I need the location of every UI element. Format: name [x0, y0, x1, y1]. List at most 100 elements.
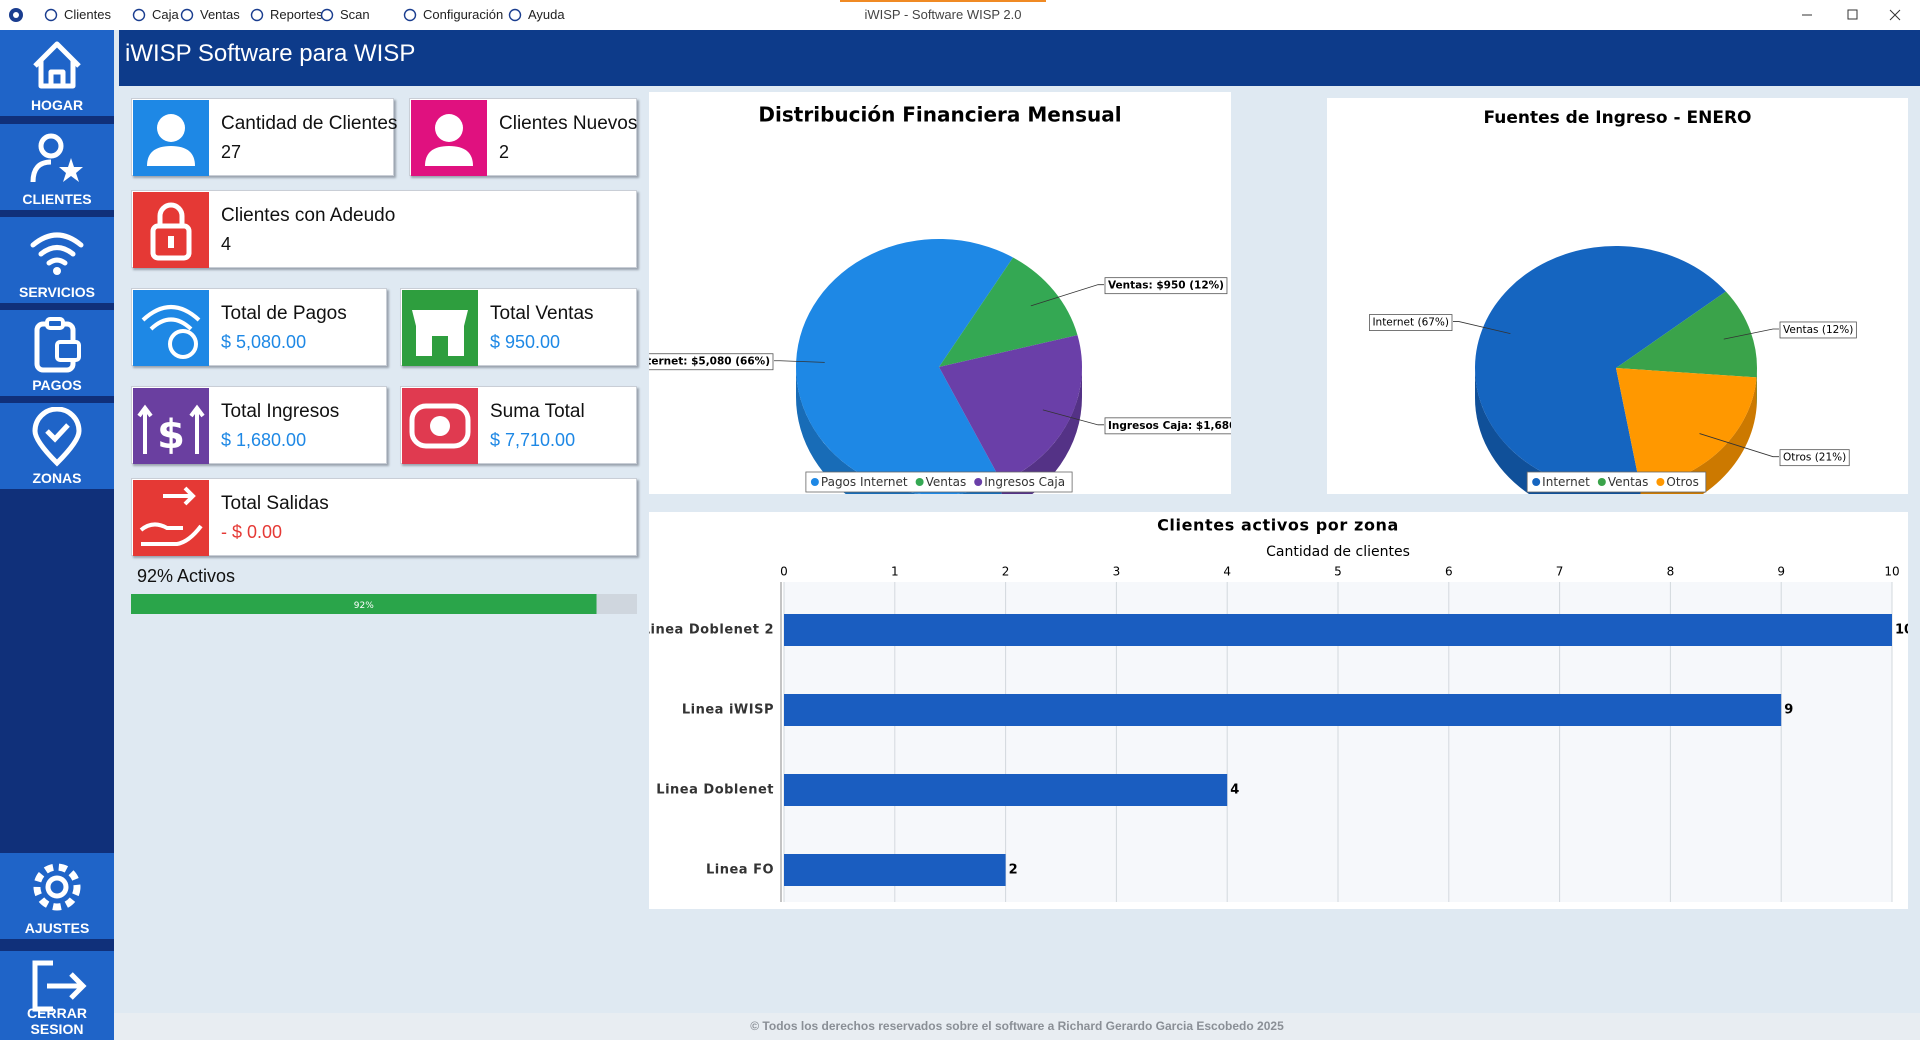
- stat-card: Total de Pagos $ 5,080.00: [131, 288, 387, 366]
- x-tick-label: 1: [891, 565, 899, 579]
- menu-text[interactable]: Reportes: [270, 7, 323, 22]
- sidebar-label[interactable]: HOGAR: [30, 97, 84, 113]
- sidebar-label[interactable]: AJUSTES: [24, 920, 90, 936]
- stat-card: Clientes Nuevos 2: [409, 98, 637, 176]
- svg-text:$: $: [157, 412, 185, 458]
- legend-swatch: [1597, 478, 1606, 486]
- menu-text[interactable]: Caja: [152, 7, 179, 22]
- chart-panel: Fuentes de Ingreso - ENERO Internet (67%)…: [1327, 98, 1908, 520]
- chart-title: Distribución Financiera Mensual: [758, 103, 1121, 127]
- data-label: Pagos Internet: $5,080 (66%): [649, 356, 770, 368]
- bar: [784, 854, 1006, 886]
- legend-label: Internet: [1542, 475, 1590, 489]
- axis-label: Cantidad de clientes: [1266, 544, 1410, 560]
- pie-slice: [939, 257, 1078, 367]
- menu-item[interactable]: Scan: [320, 7, 370, 22]
- legend-box: [805, 471, 1073, 493]
- data-label: Ventas (12%): [1783, 324, 1853, 336]
- data-label: 2: [1009, 863, 1018, 878]
- card-value: $ 1,680.00: [221, 430, 307, 450]
- x-tick-label: 5: [1334, 565, 1342, 579]
- legend-swatch: [810, 478, 819, 486]
- x-tick-label: 6: [1445, 565, 1453, 579]
- menu-bar: iWISP - Software WISP 2.0 Clientes Caja Ve…: [0, 0, 1920, 30]
- menu-text[interactable]: Ayuda: [528, 7, 565, 22]
- menu-icon: [508, 8, 522, 22]
- menu-item[interactable]: Reportes: [250, 7, 323, 22]
- window-controls[interactable]: [1790, 6, 1910, 24]
- sidebar-icon: [33, 863, 81, 911]
- pie-slice: [939, 335, 1082, 483]
- card-icon: [133, 100, 209, 176]
- card-title: Suma Total: [490, 401, 585, 422]
- menu-text[interactable]: Clientes: [64, 7, 111, 22]
- legend-swatch: [974, 478, 983, 486]
- chart-title: Clientes activos por zona: [1157, 516, 1399, 535]
- sidebar-item[interactable]: AJUSTES: [0, 853, 114, 939]
- sidebar-item[interactable]: CERRAR SESION: [0, 951, 114, 1040]
- chart-title: Fuentes de Ingreso - ENERO: [1483, 108, 1751, 128]
- legend: Pagos Internet Ventas Ingresos Caja: [805, 471, 1073, 493]
- pie-slice: [1616, 291, 1757, 378]
- footer: © Todos los derechos reservados sobre el…: [114, 1013, 1920, 1040]
- menu-icon: [180, 8, 194, 22]
- menu-text[interactable]: Ventas: [200, 7, 240, 22]
- card-title: Total de Pagos: [221, 303, 347, 324]
- x-tick-label: 7: [1556, 565, 1564, 579]
- progress-bar: 92%: [131, 594, 637, 614]
- bar: [784, 774, 1228, 806]
- sidebar-item[interactable]: ZONAS: [0, 403, 114, 489]
- legend-label: Ingresos Caja: [984, 475, 1065, 489]
- menu-text[interactable]: Configuración: [423, 7, 504, 22]
- sidebar-icon: [30, 133, 83, 183]
- legend-box: [1526, 471, 1707, 493]
- y-tick-label: Linea Doblenet 2: [649, 623, 774, 638]
- label-leader: [774, 360, 825, 363]
- sidebar-label[interactable]: PAGOS: [32, 377, 82, 393]
- window-title: iWISP - Software WISP 2.0: [864, 7, 1022, 22]
- menu-icon: [403, 8, 417, 22]
- legend: Internet Ventas Otros: [1526, 471, 1707, 493]
- sidebar: HOGAR CLIENTES SERVICIOS PAGOS ZONAS AJUSTES C…: [0, 30, 114, 1040]
- label-leader: [1699, 433, 1779, 458]
- sidebar-label[interactable]: ZONAS: [32, 470, 82, 486]
- card-icon: $: [133, 388, 209, 464]
- card-title: Total Ventas: [490, 303, 594, 324]
- sidebar-label[interactable]: CLIENTES: [22, 191, 92, 207]
- card-value: 27: [221, 142, 242, 162]
- card-value: 2: [499, 142, 510, 162]
- sidebar-label[interactable]: CERRAR SESION: [27, 1005, 87, 1037]
- y-tick-label: Linea Doblenet: [656, 783, 774, 798]
- sidebar-label[interactable]: SERVICIOS: [19, 284, 95, 300]
- menu-item[interactable]: Ayuda: [508, 7, 565, 22]
- legend-swatch: [1656, 478, 1665, 486]
- menu-item[interactable]: Caja: [132, 7, 179, 22]
- stat-card: Clientes con Adeudo 4: [131, 190, 637, 268]
- pie-slice: [1475, 245, 1726, 490]
- stat-card: Total Ventas $ 950.00: [400, 288, 637, 366]
- pie-chart: Distribución Financiera Mensual Pagos Int…: [592, 103, 1279, 525]
- legend-label: Ventas: [926, 475, 967, 489]
- menu-icon: [250, 8, 264, 22]
- data-label: Ventas: $950 (12%): [1108, 280, 1224, 292]
- card-value: 4: [221, 234, 232, 254]
- sidebar-item[interactable]: PAGOS: [0, 310, 114, 396]
- sidebar-icon: [30, 232, 84, 275]
- menu-item[interactable]: Ventas: [180, 7, 240, 22]
- pie-slice: [796, 239, 1014, 495]
- card-icon: [402, 290, 478, 366]
- card-value: $ 950.00: [490, 332, 561, 352]
- title-accent: [840, 0, 1046, 2]
- menu-item[interactable]: Clientes: [44, 7, 111, 22]
- stat-card: Total Salidas - $ 0.00: [131, 478, 637, 556]
- x-tick-label: 10: [1884, 565, 1899, 579]
- stat-card: Suma Total $ 7,710.00: [400, 386, 637, 464]
- sidebar-item[interactable]: SERVICIOS: [0, 217, 114, 303]
- app-icon: [9, 8, 23, 22]
- pie-side: [1475, 368, 1641, 520]
- menu-icon: [132, 8, 146, 22]
- menu-item[interactable]: Configuración: [403, 7, 504, 22]
- sidebar-item[interactable]: CLIENTES: [0, 124, 114, 210]
- sidebar-item[interactable]: HOGAR: [0, 30, 114, 116]
- menu-text[interactable]: Scan: [340, 7, 370, 22]
